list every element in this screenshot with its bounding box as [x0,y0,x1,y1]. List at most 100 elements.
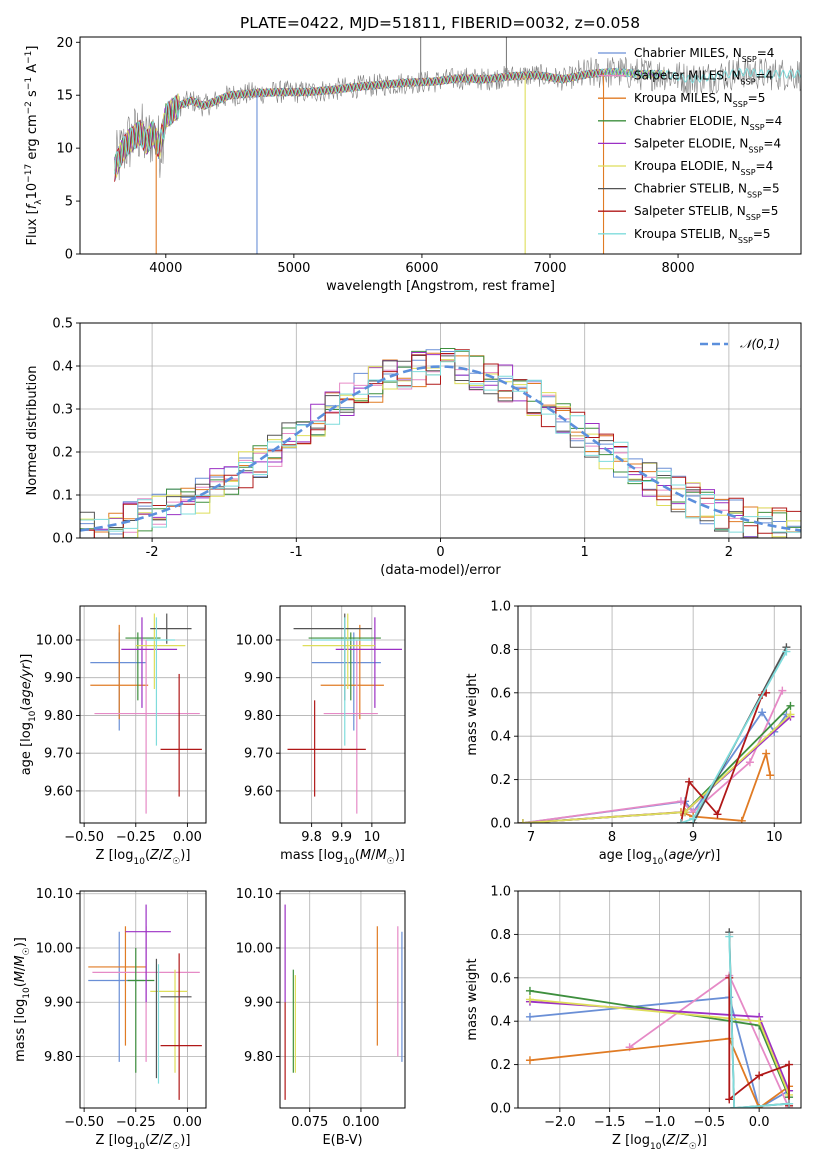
axes-frame [279,890,406,1109]
x-axis-label: Z [log10(Z/Z☉)] [612,1133,707,1152]
legend: Chabrier MILES, NSSP=4 Salpeter MILES, NS… [598,46,782,244]
x-tick-label: 7000 [533,261,566,276]
x-tick-label: −0.50 [64,830,104,845]
legend-label: 𝒩(0,1) [740,337,780,351]
y-tick-label: 0.8 [490,643,511,658]
weight-marker [525,995,534,1004]
weight-marker [785,1060,794,1069]
legend-label: Kroupa MILES, NSSP=5 [634,91,765,109]
weight-lines [518,643,795,823]
weight-marker [766,771,775,780]
weight-marker [785,1099,794,1108]
x-tick-label: 8 [608,830,616,845]
y-tick-label: 0.0 [490,817,511,832]
histogram-step [80,350,801,538]
weight-marker [689,814,698,823]
weight-marker [725,932,734,941]
y-axis-label: Normed distribution [25,366,40,496]
y-tick-label: 0.2 [52,446,73,461]
y-tick-label: 0.4 [490,1015,511,1030]
y-tick-label: 10.10 [36,887,73,902]
y-tick-label: 0.5 [52,317,73,332]
y-tick-label: 0.6 [490,971,511,986]
axes-frame [79,890,207,1109]
legend-label: Chabrier ELODIE, NSSP=4 [634,114,782,132]
x-tick-label: 9.8 [301,830,322,845]
y-tick-label: 10.00 [236,633,273,648]
axes-weight_vs_age: 7 8 9 10 0.0 0.2 0.4 0.6 0.8 1.0 mass weight age [l… [465,600,802,867]
y-tick-label: 0.8 [490,928,511,943]
axes-frame [517,605,802,824]
weight-marker [725,1095,734,1104]
y-tick-label: 10.00 [36,633,73,648]
x-tick-label: 8000 [662,261,695,276]
x-tick-label: −0.25 [116,1115,156,1130]
x-tick-label: 2 [725,545,733,560]
x-tick-label: -1 [290,545,303,560]
x-axis-label: age [log10(age/yr)] [599,848,721,867]
spectrum-lines [114,37,801,254]
x-axis-label: E(B-V) [322,1133,362,1148]
legend-label: Salpeter MILES, NSSP=4 [634,69,773,87]
weight-lines [525,928,794,1108]
y-tick-label: 0.0 [490,1102,511,1117]
weight-marker [786,710,795,719]
y-tick-label: 0 [65,248,73,263]
x-axis-label: Z [log10(Z/Z☉)] [96,1133,191,1152]
y-tick-label: 9.60 [244,784,273,799]
y-tick-label: 0.2 [490,773,511,788]
model-spectrum [114,67,801,175]
y-tick-label: 9.90 [44,671,73,686]
weight-marker [786,701,795,710]
error-bars [287,613,402,814]
y-tick-label: 9.80 [244,709,273,724]
weight-marker [745,758,754,767]
x-axis-label: Z [log10(Z/Z☉)] [96,848,191,867]
x-tick-label: −1.5 [594,1115,626,1130]
x-tick-label: 0.100 [342,1115,379,1130]
x-tick-label: −0.5 [694,1115,726,1130]
legend-label: Chabrier MILES, NSSP=4 [634,46,774,64]
y-tick-label: 0.2 [490,1058,511,1073]
legend-label: Chabrier STELIB, NSSP=5 [634,182,780,200]
y-tick-label: 9.70 [244,747,273,762]
weight-marker [518,819,527,823]
weight-line [522,716,792,823]
error-bars [284,904,403,1100]
x-tick-label: 0.075 [291,1115,328,1130]
axes-frame [279,605,406,824]
weight-marker [762,749,771,758]
x-tick-label: 5000 [277,261,310,276]
figure-title: PLATE=0422, MJD=51811, FIBERID=0032, z=0… [240,14,640,32]
y-tick-label: 0.4 [52,360,73,375]
x-tick-label: 9 [689,830,697,845]
axes-age_vs_Z: −0.50 −0.25 0.00 9.60 9.70 9.80 9.90 10.00 Z [lo… [19,605,207,867]
y-tick-label: 0.1 [52,489,73,504]
legend-label: Kroupa STELIB, NSSP=5 [634,227,771,245]
weight-marker [755,1017,764,1026]
x-tick-label: -2 [146,545,159,560]
weight-marker [525,986,534,995]
legend-label: Salpeter STELIB, NSSP=5 [634,204,778,222]
error-bars [90,613,202,814]
axes-age_vs_mass: 9.8 9.9 10 9.60 9.70 9.80 9.90 10.00 mass [log10… [236,605,406,867]
axes-weight_vs_Z: −2.0 −1.5 −1.0 −0.5 0.0 0.0 0.2 0.4 0.6 0.8 1.0 mas… [465,885,802,1152]
y-tick-label: 10.00 [236,941,273,956]
x-tick-label: 10 [766,830,783,845]
axes-spectrum: 4000 5000 6000 7000 8000 0 5 10 15 20 wavelength [… [24,36,802,294]
x-axis-label: mass [log10(M/M☉)] [280,848,405,867]
x-tick-label: 1 [581,545,589,560]
x-tick-label: 0.00 [173,1115,202,1130]
y-tick-label: 9.70 [44,747,73,762]
y-tick-label: 15 [56,89,73,104]
y-axis-label: age [log10(age/yr)] [19,654,38,776]
weight-marker [725,973,734,982]
y-tick-label: 9.90 [244,671,273,686]
weight-marker [525,1012,534,1021]
y-tick-label: 9.90 [44,996,73,1011]
y-tick-label: 1.0 [490,885,511,900]
x-tick-label: 9.9 [331,830,352,845]
y-tick-label: 5 [65,195,73,210]
axes-mass_vs_ebv: 0.075 0.100 9.80 9.90 10.00 10.10 E(B-V) [236,887,406,1148]
